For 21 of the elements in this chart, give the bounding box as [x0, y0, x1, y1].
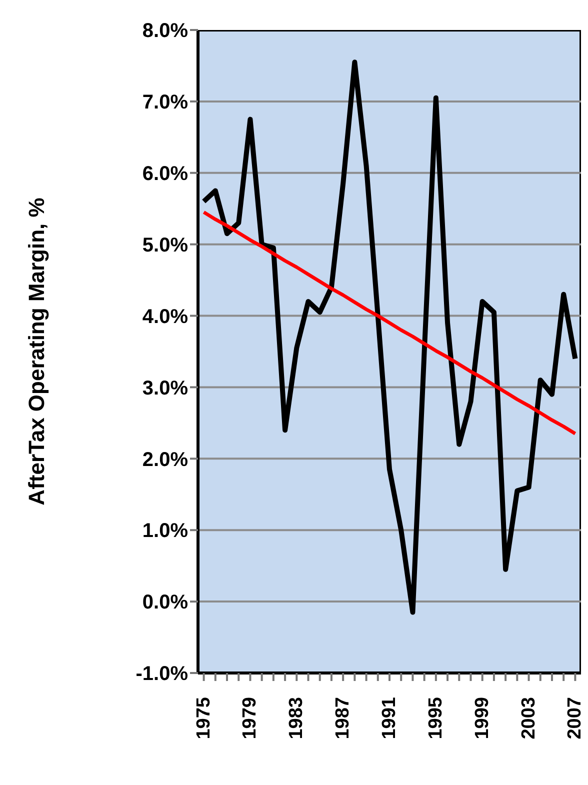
x-tick-label: 1987 — [332, 697, 354, 740]
x-tick-label: 1979 — [240, 697, 261, 740]
x-tick-label: 1995 — [425, 696, 446, 740]
x-tick-label: 1999 — [472, 697, 493, 740]
x-tick-label: 2003 — [518, 697, 540, 740]
y-tick-label: 3.0% — [142, 377, 188, 400]
x-tick-label: 2007 — [564, 697, 586, 740]
y-tick-label: 8.0% — [142, 20, 188, 42]
line-series — [202, 210, 577, 436]
y-tick-label: 5.0% — [142, 234, 188, 256]
y-tick-label: 4.0% — [142, 306, 188, 328]
y-tick-label: 6.0% — [142, 162, 188, 185]
x-tick-label: 1975 — [193, 696, 214, 740]
x-tick-label: 1991 — [379, 696, 400, 740]
y-tick-label: 1.0% — [142, 520, 188, 542]
x-tick-label: 1983 — [286, 697, 308, 740]
y-tick-label: 0.0% — [142, 592, 188, 614]
y-axis-title: AfterTax Operating Margin, % — [24, 198, 49, 506]
y-tick-label: 2.0% — [142, 448, 188, 471]
y-tick-label: 7.0% — [142, 92, 188, 114]
y-tick-label: -1.0% — [136, 663, 188, 686]
